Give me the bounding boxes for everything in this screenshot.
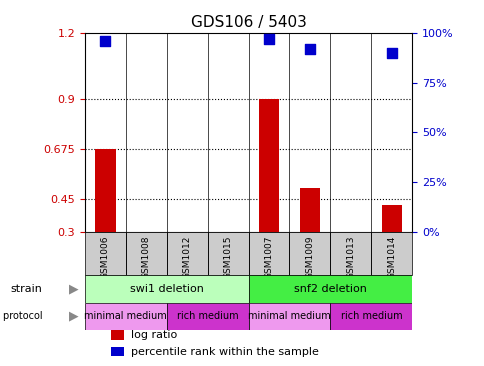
Title: GDS106 / 5403: GDS106 / 5403 (190, 15, 306, 30)
Text: GSM1009: GSM1009 (305, 235, 314, 279)
Text: ▶: ▶ (69, 310, 78, 323)
Bar (85, 303, 166, 330)
Text: snf2 deletion: snf2 deletion (293, 284, 366, 294)
Text: GSM1013: GSM1013 (346, 235, 355, 279)
Text: minimal medium: minimal medium (248, 311, 330, 321)
Text: GSM1014: GSM1014 (387, 235, 395, 279)
Bar (330, 232, 371, 276)
Text: GSM1015: GSM1015 (223, 235, 232, 279)
Bar (248, 303, 330, 330)
Text: rich medium: rich medium (177, 311, 238, 321)
Bar (289, 232, 330, 276)
Text: swi1 deletion: swi1 deletion (130, 284, 203, 294)
Bar (125, 232, 166, 276)
Point (387, 50, 395, 56)
Bar (381, 205, 401, 232)
Point (305, 46, 313, 52)
Bar (330, 303, 411, 330)
Text: ▶: ▶ (69, 283, 78, 295)
Text: rich medium: rich medium (340, 311, 401, 321)
Bar (248, 232, 289, 276)
Bar (258, 99, 279, 232)
Text: percentile rank within the sample: percentile rank within the sample (130, 347, 318, 357)
Bar (111, 330, 124, 340)
Bar (166, 232, 207, 276)
Text: growth protocol: growth protocol (0, 311, 42, 321)
Text: log ratio: log ratio (130, 330, 177, 340)
Bar (371, 232, 411, 276)
Text: minimal medium: minimal medium (84, 311, 167, 321)
Point (265, 36, 272, 42)
Bar (299, 188, 319, 232)
Text: GSM1012: GSM1012 (182, 235, 191, 279)
Bar (85, 232, 125, 276)
Text: GSM1007: GSM1007 (264, 235, 273, 279)
Point (101, 38, 109, 44)
Bar (166, 303, 248, 330)
Text: GSM1006: GSM1006 (101, 235, 109, 279)
Bar (111, 347, 124, 356)
Text: strain: strain (11, 284, 42, 294)
Bar (95, 149, 115, 232)
Bar (248, 276, 411, 303)
Bar (207, 232, 248, 276)
Bar (85, 276, 248, 303)
Text: GSM1008: GSM1008 (141, 235, 151, 279)
